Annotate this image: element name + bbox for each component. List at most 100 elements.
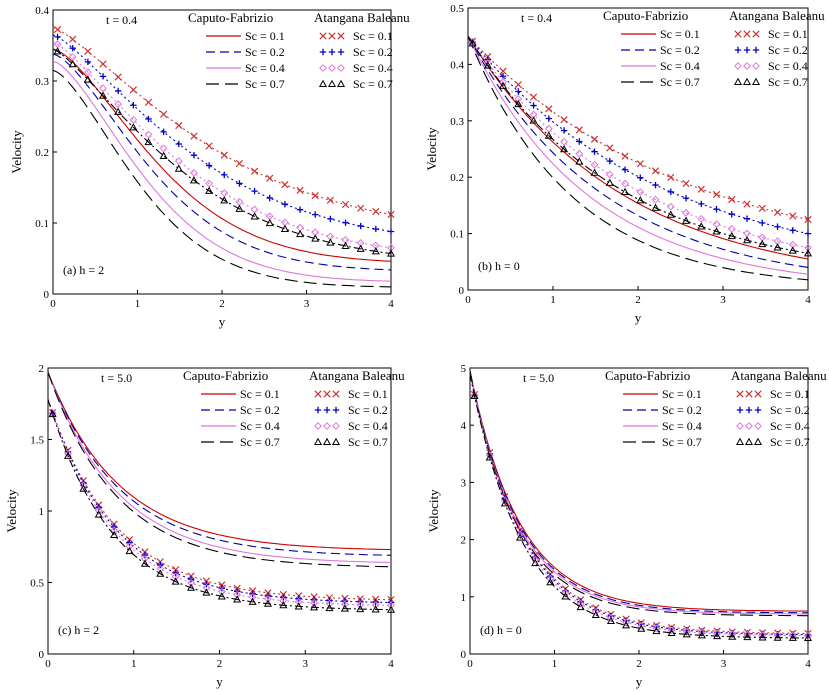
series-line-5 (52, 34, 392, 233)
series-marker (576, 599, 585, 608)
series-marker (279, 596, 288, 605)
series-line-4 (47, 399, 392, 601)
legend-swatch-ab (332, 390, 340, 398)
x-axis-label: y (636, 674, 643, 689)
series-marker (53, 25, 62, 34)
series-marker (386, 249, 396, 257)
legend-label-ab: Sc = 0.2 (353, 45, 393, 59)
y-axis-label: Velocity (424, 127, 439, 171)
series-marker (159, 144, 168, 153)
series-marker (233, 590, 242, 599)
legend-swatch-ab (337, 32, 345, 40)
series-marker (175, 121, 183, 130)
series-marker (560, 137, 568, 146)
series-marker (54, 33, 61, 41)
series-marker (114, 73, 122, 81)
series-marker (310, 603, 319, 611)
legend-swatch-ab (736, 422, 744, 430)
x-tick-label: 3 (304, 298, 310, 310)
series-marker (114, 107, 123, 115)
series-marker (202, 583, 211, 592)
series-marker (591, 607, 600, 616)
panel-b: 0 1 2 3 4 0 0.1 0.2 0.3 0.4 0.5 y Velocity t = 0.4 (b)… (424, 3, 825, 325)
series-line-7 (47, 399, 392, 611)
time-label: t = 5.0 (523, 371, 554, 385)
legend-swatch-ab (743, 46, 751, 54)
legend-label-cf: Sc = 0.1 (660, 27, 700, 41)
legend-label-ab: Sc = 0.7 (768, 75, 808, 89)
legend-label-ab: Sc = 0.2 (768, 43, 808, 57)
legend-swatch-ab (319, 48, 327, 56)
legend-swatch-ab (323, 422, 331, 430)
series-marker (140, 559, 149, 567)
legend-label-ab: Sc = 0.4 (348, 419, 388, 433)
series-marker (340, 600, 349, 609)
legend-swatch-ab (327, 79, 337, 88)
series-marker (544, 131, 553, 139)
series-marker (220, 189, 229, 198)
series-marker (560, 127, 568, 134)
series-marker (205, 186, 214, 194)
y-tick-label: 3 (461, 477, 467, 489)
x-tick-label: 4 (805, 294, 811, 306)
series-marker (728, 195, 736, 204)
series-marker (758, 633, 767, 641)
series-marker (727, 225, 736, 233)
series-marker (667, 173, 675, 182)
series-marker (697, 214, 706, 223)
y-tick-label: 0.3 (450, 116, 464, 128)
series-marker (743, 632, 752, 641)
series-marker (590, 160, 599, 169)
series-marker (129, 123, 138, 131)
x-tick-label: 0 (465, 294, 471, 306)
series-marker (340, 604, 349, 612)
series-marker (545, 115, 553, 122)
legend-title-atangana-baleanu: Atangana Baleanu (309, 368, 405, 383)
series-marker (605, 178, 614, 186)
panel-label: (d) h = 0 (480, 623, 522, 637)
x-tick-label: 2 (217, 658, 223, 670)
series-marker (483, 61, 492, 69)
series-marker (605, 170, 614, 179)
legend-label-cf: Sc = 0.4 (240, 419, 280, 433)
legend-title-caputo-fabrizio: Caputo-Fabrizio (603, 8, 688, 23)
series-marker (529, 116, 538, 124)
y-axis-label: Velocity (426, 489, 441, 533)
series-marker (205, 142, 213, 150)
series-marker (743, 215, 751, 222)
series-line-3 (52, 69, 392, 288)
legend-swatch-ab (734, 62, 742, 70)
legend-label-cf: Sc = 0.2 (245, 45, 285, 59)
series-marker (773, 243, 782, 251)
series-marker (514, 80, 522, 89)
series-marker (190, 151, 198, 159)
series-marker (98, 91, 108, 99)
series-marker (156, 569, 165, 577)
series-marker (356, 244, 365, 252)
legend-swatch-ab (328, 48, 336, 56)
series-marker (651, 195, 660, 204)
series-marker (159, 151, 168, 159)
legend-swatch-ab (314, 406, 322, 414)
series-marker (48, 409, 57, 418)
legend-label-cf: Sc = 0.7 (240, 435, 280, 449)
series-marker (341, 241, 350, 249)
series-marker (499, 81, 508, 89)
series-marker (296, 229, 305, 238)
series-line-6 (47, 399, 392, 606)
series-marker (189, 176, 199, 184)
x-axis-label: y (635, 310, 642, 325)
series-marker (803, 249, 813, 257)
series-marker (160, 128, 167, 136)
series-marker (681, 216, 691, 224)
legend-label-cf: Sc = 0.2 (662, 403, 702, 417)
series-marker (235, 159, 244, 168)
legend-swatch-ab (314, 422, 322, 430)
legend-swatch-ab (735, 437, 745, 446)
series-marker (341, 200, 350, 209)
series-marker (698, 200, 705, 208)
series-marker (94, 510, 103, 518)
series-marker (296, 206, 304, 213)
legend-label-cf: Sc = 0.4 (660, 59, 700, 73)
legend-label-ab: Sc = 0.4 (353, 61, 393, 75)
